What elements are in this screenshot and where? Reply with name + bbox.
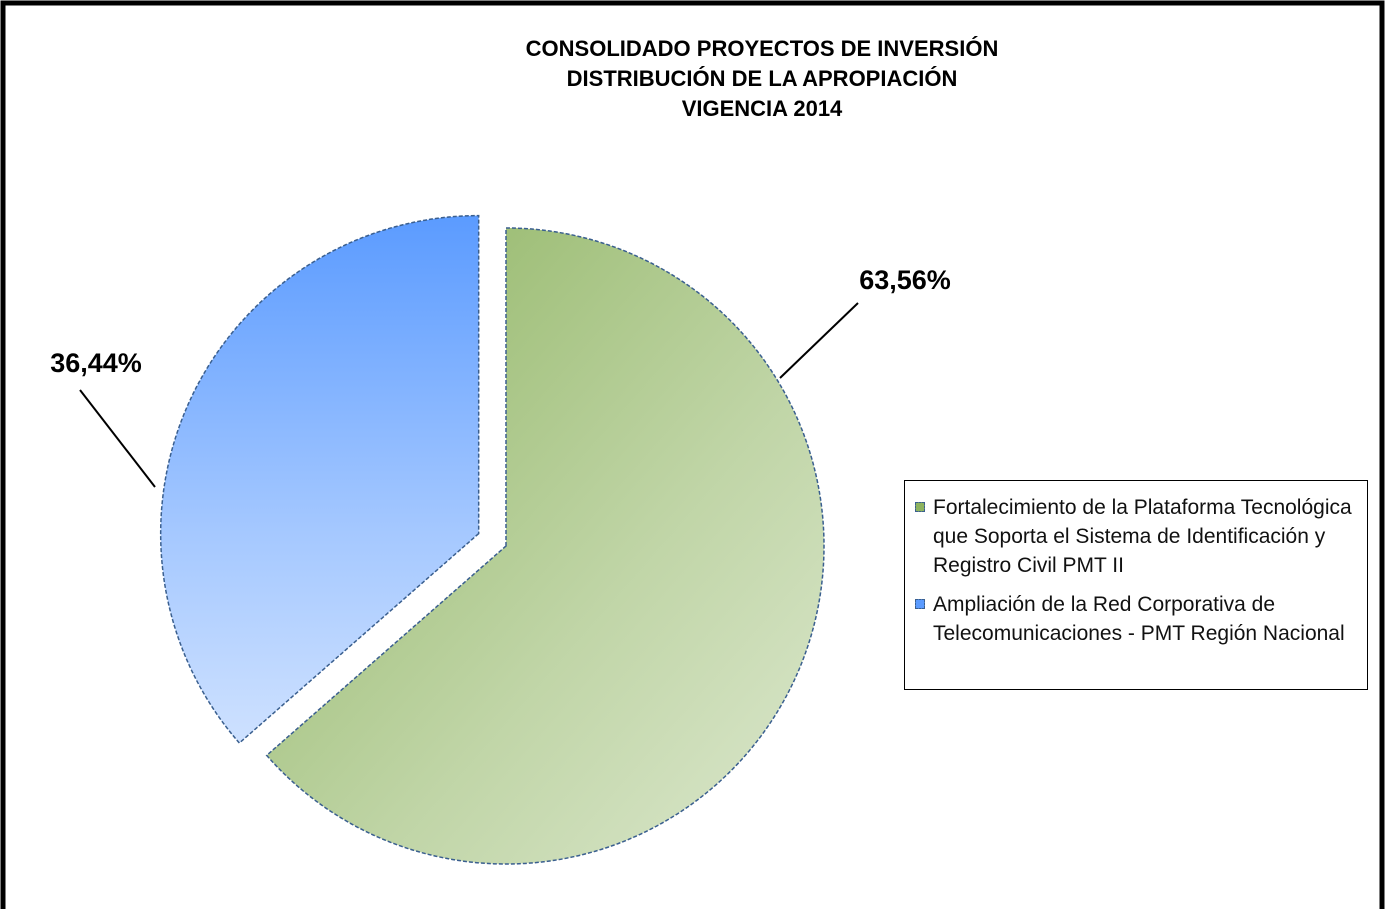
- chart-title: VIGENCIA 2014: [682, 96, 843, 121]
- pie-slice: [265, 227, 825, 865]
- legend-entry: Fortalecimiento de la Plataforma Tecnoló…: [913, 493, 1361, 580]
- legend-swatch: [915, 502, 925, 512]
- chart-title: DISTRIBUCIÓN DE LA APROPIACIÓN: [567, 66, 958, 91]
- chart-title: CONSOLIDADO PROYECTOS DE INVERSIÓN: [526, 36, 999, 61]
- data-label: 36,44%: [50, 348, 142, 378]
- leader-line: [779, 302, 859, 379]
- pie-slice: [159, 214, 480, 745]
- leader-line: [79, 389, 156, 488]
- data-label: 63,56%: [859, 265, 951, 295]
- legend-swatch: [915, 599, 925, 609]
- legend-label: Ampliación de la Red Corporativa de Tele…: [933, 593, 1345, 645]
- legend-label: Fortalecimiento de la Plataforma Tecnoló…: [933, 496, 1352, 577]
- legend-entry: Ampliación de la Red Corporativa de Tele…: [913, 590, 1361, 648]
- legend: Fortalecimiento de la Plataforma Tecnoló…: [904, 480, 1368, 690]
